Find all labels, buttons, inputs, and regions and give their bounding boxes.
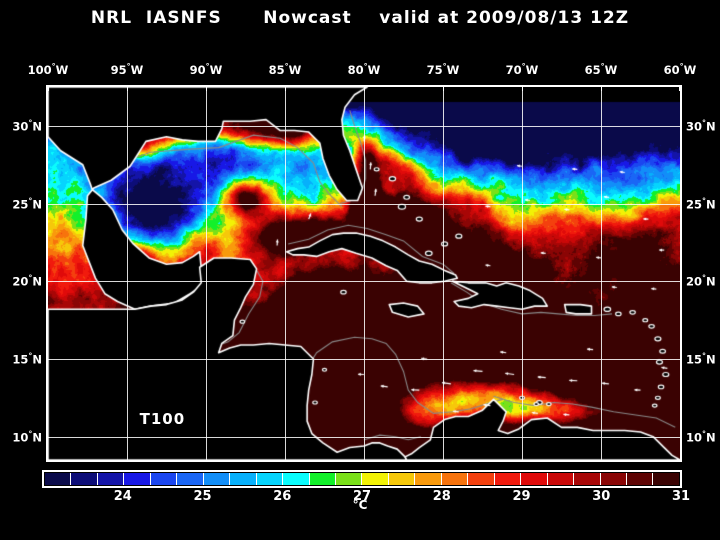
colorbar-tick-label: 31 [671, 489, 691, 504]
axis-tick-mark [127, 87, 128, 91]
gridline-meridian [522, 87, 523, 460]
lat-tick-label: 15°N [12, 351, 42, 367]
colorbar-tick-label: 29 [512, 489, 531, 504]
lon-tick-label: 60°W [663, 62, 697, 77]
axis-tick-mark [48, 87, 49, 91]
colorbar[interactable] [42, 470, 682, 488]
lat-tick-label: 20°N [12, 273, 42, 289]
gridline-meridian [601, 87, 602, 460]
colorbar-swatch [600, 473, 627, 485]
axis-tick-mark [679, 87, 680, 91]
lon-tick-label: 85°W [268, 62, 302, 77]
gridline-parallel [48, 359, 680, 360]
colorbar-swatch [177, 473, 204, 485]
colorbar-swatch [309, 473, 336, 485]
colorbar-swatches [45, 473, 679, 485]
colorbar-swatch [362, 473, 389, 485]
gridline-parallel [48, 204, 680, 205]
axis-tick-mark [364, 87, 365, 91]
colorbar-swatch [335, 473, 363, 485]
colorbar-swatch [71, 473, 98, 485]
lon-tick-label: 95°W [110, 62, 144, 77]
colorbar-tick-label: 25 [193, 489, 212, 504]
colorbar-tick-label: 30 [592, 489, 611, 504]
colorbar-tick-label: 27 [352, 489, 372, 504]
gridline-meridian [127, 87, 128, 460]
lat-tick-label: 30°N [686, 118, 716, 134]
colorbar-swatch [150, 473, 178, 485]
colorbar-swatch [283, 473, 310, 485]
gridline-meridian [206, 87, 207, 460]
colorbar-swatch [415, 473, 442, 485]
lon-tick-label: 75°W [426, 62, 460, 77]
gridline-meridian [285, 87, 286, 460]
lon-tick-label: 70°W [505, 62, 539, 77]
colorbar-swatch [547, 473, 575, 485]
colorbar-swatch [124, 473, 151, 485]
axis-tick-mark [601, 87, 602, 91]
colorbar-swatch [468, 473, 495, 485]
lat-tick-label: 25°N [12, 196, 42, 211]
lon-tick-label: 65°W [584, 62, 618, 77]
colorbar-tick-label: 24 [113, 489, 132, 504]
colorbar-swatch [256, 473, 284, 485]
gridline-parallel [48, 126, 680, 127]
colorbar-tick-label: 28 [432, 489, 451, 504]
lat-tick-label: 10°N [12, 429, 42, 445]
lon-tick-label: 100°W [27, 62, 69, 77]
colorbar-swatch [388, 473, 416, 485]
colorbar-swatch [441, 473, 469, 485]
gridline-parallel [48, 437, 680, 438]
lon-tick-label: 90°W [189, 62, 223, 77]
colorbar-swatch [494, 473, 522, 485]
gridline-meridian [443, 87, 444, 460]
lat-tick-label: 10°N [686, 429, 716, 445]
axis-tick-mark [522, 87, 523, 91]
lat-tick-label: 30°N [12, 118, 42, 134]
colorbar-swatch [203, 473, 231, 485]
axis-tick-mark [285, 87, 286, 91]
colorbar-swatch [230, 473, 257, 485]
gridline-parallel [48, 281, 680, 282]
axis-tick-mark [443, 87, 444, 91]
colorbar-swatch [97, 473, 125, 485]
page-title: NRL IASNFS Nowcast valid at 2009/08/13 1… [90, 8, 630, 28]
gridline-meridian [364, 87, 365, 460]
lat-tick-label: 15°N [686, 351, 716, 367]
colorbar-tick-label: 26 [273, 489, 292, 504]
lon-tick-label: 80°W [347, 62, 381, 77]
colorbar-swatch [626, 473, 654, 485]
colorbar-unit-label: °C [352, 498, 368, 512]
lat-tick-label: 20°N [686, 273, 716, 289]
t100-annotation: T100 [139, 410, 186, 429]
colorbar-swatch [521, 473, 548, 485]
longitude-axis-top: 100°W 95°W 90°W 85°W 80°W 75°W 70°W 65°W 60°W [0, 62, 720, 77]
colorbar-swatch [574, 473, 601, 485]
map-plot-area[interactable]: T100 [46, 85, 682, 462]
lat-tick-label: 25°N [686, 196, 716, 211]
axis-tick-mark [206, 87, 207, 91]
colorbar-swatch [653, 473, 679, 485]
colorbar-swatch [45, 473, 72, 485]
